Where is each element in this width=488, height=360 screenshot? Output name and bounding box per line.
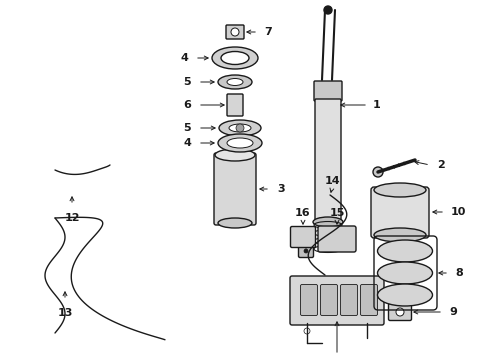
- Circle shape: [324, 6, 331, 14]
- Circle shape: [304, 244, 307, 248]
- Ellipse shape: [373, 228, 425, 242]
- Ellipse shape: [212, 47, 258, 69]
- Ellipse shape: [377, 262, 431, 284]
- Text: 15: 15: [328, 208, 344, 218]
- Ellipse shape: [226, 78, 243, 85]
- FancyBboxPatch shape: [370, 187, 428, 238]
- FancyBboxPatch shape: [289, 276, 383, 325]
- Text: 4: 4: [183, 138, 191, 148]
- Text: 16: 16: [295, 208, 310, 218]
- Ellipse shape: [218, 218, 251, 228]
- Text: 14: 14: [324, 176, 339, 186]
- Circle shape: [304, 328, 309, 334]
- FancyBboxPatch shape: [387, 303, 411, 320]
- FancyBboxPatch shape: [290, 226, 315, 248]
- Text: 6: 6: [183, 100, 191, 110]
- Ellipse shape: [228, 124, 250, 132]
- Ellipse shape: [226, 138, 252, 148]
- FancyBboxPatch shape: [340, 284, 357, 315]
- Ellipse shape: [215, 149, 254, 161]
- Text: 8: 8: [454, 268, 462, 278]
- Circle shape: [395, 308, 403, 316]
- Text: 10: 10: [450, 207, 466, 217]
- FancyBboxPatch shape: [313, 81, 341, 101]
- FancyBboxPatch shape: [360, 284, 377, 315]
- Text: 7: 7: [264, 27, 271, 37]
- Ellipse shape: [312, 217, 342, 227]
- FancyBboxPatch shape: [226, 94, 243, 116]
- Text: 12: 12: [64, 213, 80, 223]
- Circle shape: [304, 249, 307, 253]
- Circle shape: [236, 124, 244, 132]
- Circle shape: [372, 167, 382, 177]
- Text: 2: 2: [436, 160, 444, 170]
- Ellipse shape: [377, 284, 431, 306]
- Text: 9: 9: [448, 307, 456, 317]
- Ellipse shape: [373, 183, 425, 197]
- Ellipse shape: [218, 75, 251, 89]
- Text: 3: 3: [276, 184, 284, 194]
- FancyBboxPatch shape: [225, 25, 244, 39]
- Circle shape: [230, 28, 239, 36]
- FancyBboxPatch shape: [317, 226, 355, 252]
- Text: 1: 1: [372, 100, 380, 110]
- FancyBboxPatch shape: [214, 153, 256, 225]
- Ellipse shape: [219, 120, 261, 136]
- FancyBboxPatch shape: [314, 99, 340, 221]
- Ellipse shape: [377, 240, 431, 262]
- FancyBboxPatch shape: [320, 284, 337, 315]
- Ellipse shape: [218, 134, 262, 152]
- Text: 5: 5: [183, 77, 191, 87]
- FancyBboxPatch shape: [300, 284, 317, 315]
- Text: 5: 5: [183, 123, 191, 133]
- Text: 4: 4: [180, 53, 187, 63]
- Text: 13: 13: [57, 308, 73, 318]
- FancyBboxPatch shape: [298, 238, 313, 257]
- Ellipse shape: [221, 51, 248, 64]
